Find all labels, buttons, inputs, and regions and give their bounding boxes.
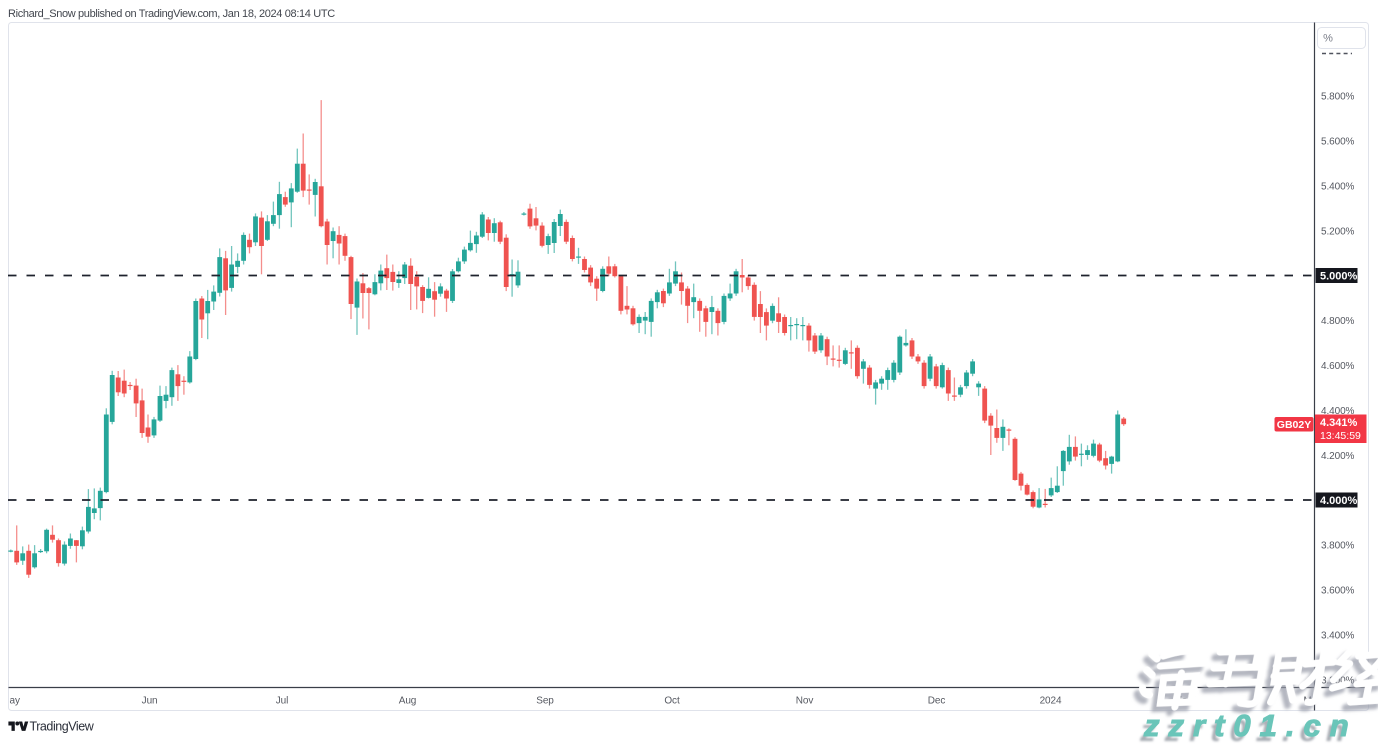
svg-text:5.200%: 5.200% xyxy=(1321,226,1355,237)
svg-text:Jun: Jun xyxy=(142,696,158,707)
svg-text:TradingView: TradingView xyxy=(30,720,95,734)
svg-text:Aug: Aug xyxy=(399,696,417,707)
svg-text:5.800%: 5.800% xyxy=(1321,92,1355,103)
svg-text:13:45:59: 13:45:59 xyxy=(1320,430,1361,442)
svg-text:5.400%: 5.400% xyxy=(1321,182,1355,193)
svg-text:Jul: Jul xyxy=(276,696,288,707)
svg-text:4.600%: 4.600% xyxy=(1321,361,1355,372)
svg-text:3.800%: 3.800% xyxy=(1321,541,1355,552)
svg-text:3.400%: 3.400% xyxy=(1321,631,1355,642)
svg-text:4.341%: 4.341% xyxy=(1320,417,1358,429)
svg-text:GB02Y: GB02Y xyxy=(1277,419,1311,431)
svg-text:Sep: Sep xyxy=(536,696,554,707)
svg-text:5.000%: 5.000% xyxy=(1320,271,1358,283)
svg-text:5.600%: 5.600% xyxy=(1321,137,1355,148)
svg-text:Richard_Snow published on Trad: Richard_Snow published on TradingView.co… xyxy=(8,8,335,20)
svg-text:4.400%: 4.400% xyxy=(1321,406,1355,417)
svg-text:3.200%: 3.200% xyxy=(1321,675,1355,686)
svg-text:4.200%: 4.200% xyxy=(1321,451,1355,462)
svg-text:4.800%: 4.800% xyxy=(1321,316,1355,327)
svg-text:4.000%: 4.000% xyxy=(1320,495,1358,507)
svg-text:%: % xyxy=(1323,33,1333,45)
svg-text:Dec: Dec xyxy=(928,696,946,707)
svg-text:2024: 2024 xyxy=(1040,696,1062,707)
svg-text:Oct: Oct xyxy=(664,696,680,707)
svg-text:ay: ay xyxy=(10,696,20,707)
svg-text:3.600%: 3.600% xyxy=(1321,586,1355,597)
svg-text:Nov: Nov xyxy=(796,696,814,707)
